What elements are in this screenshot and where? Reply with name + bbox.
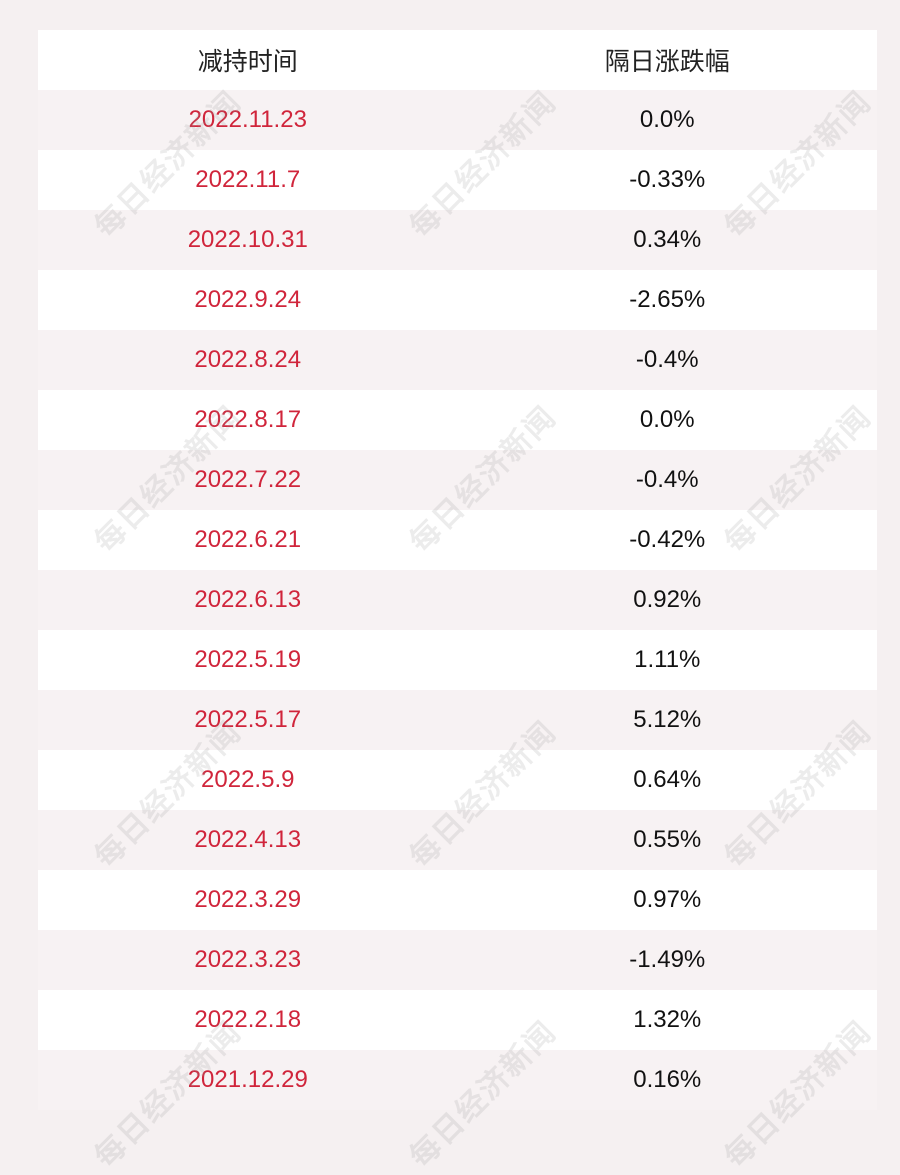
change-cell: 0.0% [639,106,695,133]
data-table: 减持时间 隔日涨跌幅 2022.11.23 0.0% 2022.11.7 -0.… [38,30,877,1110]
date-cell: 2021.12.29 [187,1066,308,1093]
date-cell: 2022.9.24 [194,286,302,313]
change-cell: 1.11% [634,646,701,673]
table-row: 2022.10.31 0.34% [38,210,877,270]
change-cell: 0.64% [633,766,702,793]
table-row: 2022.5.9 0.64% [38,750,877,810]
date-cell: 2022.6.21 [194,526,302,553]
table-header: 减持时间 隔日涨跌幅 [38,30,877,90]
date-cell: 2022.5.9 [201,766,295,793]
table-row: 2021.12.29 0.16% [38,1050,877,1110]
date-cell: 2022.3.23 [194,946,302,973]
table-row: 2022.8.17 0.0% [38,390,877,450]
date-cell: 2022.5.17 [194,706,302,733]
date-cell: 2022.4.13 [194,826,302,853]
table-row: 2022.6.21 -0.42% [38,510,877,570]
change-cell: 0.0% [639,406,695,433]
header-date: 减持时间 [197,48,298,76]
date-cell: 2022.11.23 [188,106,307,133]
date-cell: 2022.2.18 [194,1006,302,1033]
date-cell: 2022.8.17 [194,406,302,433]
date-cell: 2022.7.22 [194,466,302,493]
header-change: 隔日涨跌幅 [604,48,730,76]
date-cell: 2022.8.24 [194,346,302,373]
change-cell: 0.97% [633,886,702,913]
change-cell: -0.4% [635,346,699,373]
date-cell: 2022.5.19 [194,646,302,673]
date-cell: 2022.10.31 [187,226,308,253]
table-row: 2022.3.29 0.97% [38,870,877,930]
change-cell: -2.65% [629,286,706,313]
table-row: 2022.11.7 -0.33% [38,150,877,210]
change-cell: 0.55% [633,826,702,853]
table-row: 2022.5.17 5.12% [38,690,877,750]
table-row: 2022.8.24 -0.4% [38,330,877,390]
change-cell: 5.12% [633,706,702,733]
table-row: 2022.4.13 0.55% [38,810,877,870]
table-row: 2022.5.19 1.11% [38,630,877,690]
date-cell: 2022.3.29 [194,886,302,913]
change-cell: 1.32% [633,1006,702,1033]
change-cell: 0.16% [633,1066,702,1093]
table-row: 2022.3.23 -1.49% [38,930,877,990]
date-cell: 2022.11.7 [195,166,301,193]
table-row: 2022.9.24 -2.65% [38,270,877,330]
change-cell: -0.4% [635,466,699,493]
change-cell: 0.92% [633,586,702,613]
table-row: 2022.7.22 -0.4% [38,450,877,510]
change-cell: 0.34% [633,226,702,253]
change-cell: -0.33% [629,166,706,193]
table-row: 2022.2.18 1.32% [38,990,877,1050]
change-cell: -1.49% [629,946,706,973]
date-cell: 2022.6.13 [194,586,302,613]
table-row: 2022.11.23 0.0% [38,90,877,150]
change-cell: -0.42% [629,526,706,553]
table-row: 2022.6.13 0.92% [38,570,877,630]
